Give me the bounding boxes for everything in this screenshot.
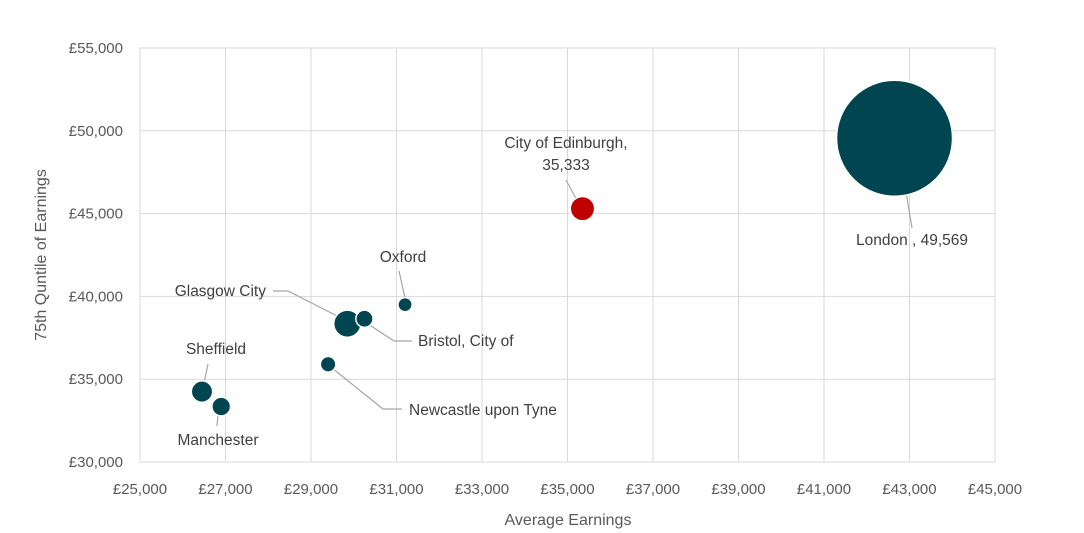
leader-line-manchester <box>216 414 219 427</box>
leader-line-glasgow-city <box>273 290 346 321</box>
leader-line-sheffield <box>203 363 209 384</box>
label-leader-lines <box>203 137 913 427</box>
bubble-manchester <box>211 396 232 417</box>
y-tick-label: £30,000 <box>69 454 123 471</box>
bubble-oxford <box>397 296 413 313</box>
bubble-newcastle-upon-tyne <box>319 355 337 373</box>
x-tick-label: £41,000 <box>797 481 851 498</box>
bubbles <box>190 79 954 417</box>
leader-line-bristol-city-of <box>367 323 412 342</box>
bubble-sheffield <box>190 380 214 404</box>
bubble-bristol-city-of <box>355 309 374 329</box>
data-label-newcastle-upon-tyne: Newcastle upon Tyne <box>409 402 557 419</box>
y-tick-label: £45,000 <box>69 206 123 223</box>
leader-line-newcastle-upon-tyne <box>331 367 402 410</box>
x-tick-label: £31,000 <box>369 481 423 498</box>
gridlines <box>139 47 996 463</box>
data-label-glasgow-city: Glasgow City <box>175 283 267 300</box>
data-label-city-of-edinburgh: City of Edinburgh, 35,333 <box>504 135 627 174</box>
x-tick-label: £27,000 <box>198 481 252 498</box>
x-tick-label: £37,000 <box>626 481 680 498</box>
data-label-london: London , 49,569 <box>856 232 968 249</box>
data-label-manchester: Manchester <box>178 432 259 449</box>
y-tick-label: £55,000 <box>69 40 123 57</box>
x-tick-label: £35,000 <box>540 481 594 498</box>
data-labels: London , 49,569 City of Edinburgh, 35,333 O… <box>175 135 968 449</box>
data-label-sheffield: Sheffield <box>186 341 246 358</box>
y-axis-title: 75th Quntile of Earnings <box>33 169 50 341</box>
x-tick-label: £45,000 <box>968 481 1022 498</box>
data-label-bristol-city-of: Bristol, City of <box>418 333 514 350</box>
tick-labels: £25,000 £27,000 £29,000 £31,000 £33,000 £35,0… <box>69 40 1022 498</box>
bubble-city-of-edinburgh <box>569 195 596 222</box>
x-tick-label: £25,000 <box>113 481 167 498</box>
bubble-london <box>835 79 954 198</box>
y-tick-label: £35,000 <box>69 371 123 388</box>
x-tick-label: £43,000 <box>882 481 936 498</box>
y-tick-label: £40,000 <box>69 288 123 305</box>
y-tick-label: £50,000 <box>69 123 123 140</box>
x-tick-label: £39,000 <box>711 481 765 498</box>
x-tick-label: £29,000 <box>284 481 338 498</box>
leader-line-oxford <box>398 270 406 299</box>
x-tick-label: £33,000 <box>455 481 509 498</box>
x-axis-title: Average Earnings <box>505 512 632 529</box>
data-label-oxford: Oxford <box>380 249 427 266</box>
